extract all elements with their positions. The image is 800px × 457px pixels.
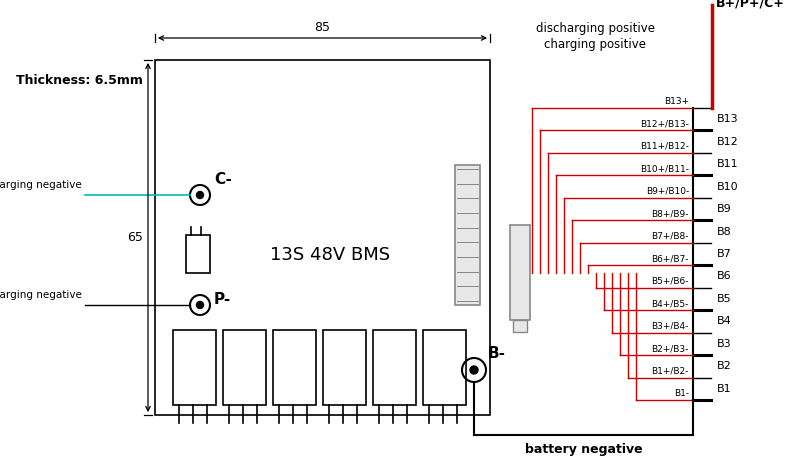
Text: B6+/B7-: B6+/B7- xyxy=(651,254,689,263)
Text: 65: 65 xyxy=(127,231,143,244)
Circle shape xyxy=(470,366,478,374)
Text: 85: 85 xyxy=(314,21,330,34)
Text: B11+/B12-: B11+/B12- xyxy=(640,142,689,151)
Text: C-: C- xyxy=(214,171,232,186)
Text: B1-: B1- xyxy=(674,389,689,398)
Text: B8: B8 xyxy=(717,227,732,237)
Text: battery negative: battery negative xyxy=(525,443,642,457)
Bar xyxy=(223,330,266,405)
Bar xyxy=(155,60,490,415)
Bar xyxy=(423,330,466,405)
Text: B12: B12 xyxy=(717,137,738,147)
Text: 13S 48V BMS: 13S 48V BMS xyxy=(270,246,390,264)
Text: B8+/B9-: B8+/B9- xyxy=(651,209,689,218)
Text: B9: B9 xyxy=(717,204,732,214)
Text: B10+/B11-: B10+/B11- xyxy=(640,165,689,173)
Text: B4: B4 xyxy=(717,316,732,326)
Text: B13: B13 xyxy=(717,114,738,124)
Bar xyxy=(455,165,480,305)
Text: B4+/B5-: B4+/B5- xyxy=(652,299,689,308)
Circle shape xyxy=(197,191,203,198)
Text: B1+/B2-: B1+/B2- xyxy=(652,367,689,376)
Text: discharging negative: discharging negative xyxy=(0,290,82,300)
Bar xyxy=(273,330,316,405)
Text: B1: B1 xyxy=(717,384,732,394)
Text: B6: B6 xyxy=(717,271,732,282)
Text: B10: B10 xyxy=(717,181,738,191)
Text: B5: B5 xyxy=(717,294,732,304)
Bar xyxy=(323,330,366,405)
Text: Thickness: 6.5mm: Thickness: 6.5mm xyxy=(16,74,143,86)
Text: B2: B2 xyxy=(717,361,732,371)
Text: B3: B3 xyxy=(717,339,732,349)
Text: B2+/B3-: B2+/B3- xyxy=(652,344,689,353)
Text: B13+: B13+ xyxy=(664,97,689,106)
Circle shape xyxy=(197,302,203,308)
Bar xyxy=(173,330,216,405)
Text: B-: B- xyxy=(488,346,506,361)
Text: B+/P+/C+: B+/P+/C+ xyxy=(716,0,785,10)
Text: B7+/B8-: B7+/B8- xyxy=(651,232,689,241)
Text: B5+/B6-: B5+/B6- xyxy=(651,276,689,286)
Bar xyxy=(510,225,530,320)
Text: B3+/B4-: B3+/B4- xyxy=(652,322,689,330)
Text: discharging positive
charging positive: discharging positive charging positive xyxy=(535,22,654,51)
Text: B11: B11 xyxy=(717,159,738,169)
Bar xyxy=(186,235,210,273)
Text: B12+/B13-: B12+/B13- xyxy=(640,119,689,128)
Bar xyxy=(373,330,416,405)
Text: charging negative: charging negative xyxy=(0,180,82,190)
Text: P-: P- xyxy=(214,292,231,308)
Bar xyxy=(513,320,527,332)
Text: B9+/B10-: B9+/B10- xyxy=(646,187,689,196)
Text: B7: B7 xyxy=(717,249,732,259)
